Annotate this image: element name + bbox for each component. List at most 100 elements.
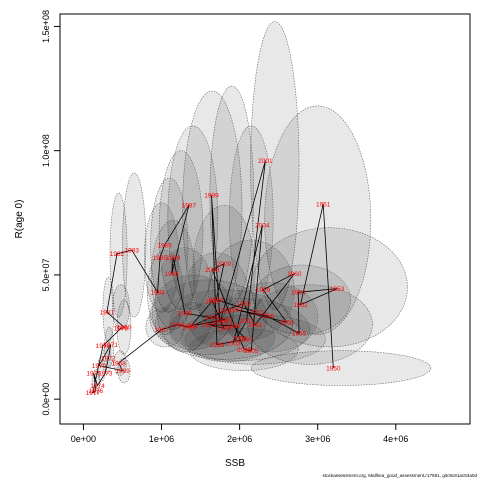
confidence-ellipse-34 bbox=[102, 277, 115, 343]
year-label-1997: 1997 bbox=[239, 337, 254, 344]
x-tick-label: 4e+06 bbox=[383, 434, 408, 444]
confidence-ellipse-19 bbox=[151, 274, 234, 350]
year-label-1973: 1973 bbox=[98, 370, 113, 377]
year-label-1956: 1956 bbox=[260, 313, 275, 320]
confidence-ellipse-13 bbox=[122, 172, 147, 318]
year-label-1951: 1951 bbox=[316, 201, 331, 208]
year-label-1965: 1965 bbox=[182, 324, 197, 331]
x-tick-label: 3e+06 bbox=[305, 434, 330, 444]
year-label-1961: 1961 bbox=[248, 322, 263, 329]
confidence-ellipse-14 bbox=[109, 192, 128, 318]
year-label-1980: 1980 bbox=[117, 324, 132, 331]
year-label-1994: 1994 bbox=[217, 326, 232, 333]
year-label-1976: 1976 bbox=[89, 388, 104, 395]
trajectory-line bbox=[92, 160, 338, 394]
year-label-1955: 1955 bbox=[292, 331, 307, 338]
year-label-2003: 2003 bbox=[226, 341, 241, 348]
year-label-1964: 1964 bbox=[205, 315, 220, 322]
footer-credit: stockassessment.org, Mallhea_good_assess… bbox=[323, 473, 478, 478]
year-label-1971: 1971 bbox=[104, 342, 119, 349]
year-label-1950: 1950 bbox=[326, 365, 341, 372]
year-label-2010: 2010 bbox=[209, 297, 224, 304]
year-labels: 1950 1951 1952 1953 1954 1955 1956 1957 1958 1959… bbox=[86, 158, 345, 397]
confidence-ellipse-22 bbox=[169, 298, 311, 362]
confidence-ellipse-28 bbox=[223, 282, 319, 353]
year-label-1981: 1981 bbox=[100, 310, 115, 317]
year-label-1991: 1991 bbox=[218, 317, 233, 324]
confidence-ellipse-4 bbox=[250, 227, 408, 348]
year-label-1960: 1960 bbox=[287, 271, 302, 278]
year-label-1963: 1963 bbox=[217, 308, 232, 315]
confidence-ellipse-24 bbox=[188, 328, 299, 371]
year-label-1987: 1987 bbox=[182, 203, 197, 210]
confidence-ellipses bbox=[91, 21, 432, 395]
year-label-2001: 2001 bbox=[258, 158, 273, 165]
year-label-1978: 1978 bbox=[96, 343, 111, 350]
year-label-2009: 2009 bbox=[217, 261, 232, 268]
year-label-1992: 1992 bbox=[184, 323, 199, 330]
year-label-2011: 2011 bbox=[250, 310, 264, 317]
y-axis: 0.0e+00 5.0e+07 1.0e+08 1.5e+08 bbox=[41, 10, 61, 416]
confidence-ellipse-33 bbox=[112, 284, 130, 330]
year-label-1957: 1957 bbox=[228, 307, 243, 314]
year-label-1968: 1968 bbox=[111, 360, 126, 367]
x-axis: 0e+00 1e+06 2e+06 3e+06 4e+06 bbox=[71, 423, 408, 444]
year-label-1954: 1954 bbox=[291, 290, 306, 297]
year-label-1967: 1967 bbox=[154, 327, 169, 334]
year-label-1952: 1952 bbox=[293, 302, 308, 309]
confidence-ellipse-26 bbox=[192, 204, 256, 335]
y-tick-label: 5.0e+07 bbox=[41, 259, 51, 292]
year-label-1985: 1985 bbox=[153, 255, 168, 262]
y-axis-title: R(age 0) bbox=[14, 200, 25, 239]
year-label-1970: 1970 bbox=[92, 363, 107, 370]
confidence-ellipse-10 bbox=[167, 125, 219, 311]
year-label-1993: 1993 bbox=[205, 298, 220, 305]
confidence-ellipse-6 bbox=[247, 284, 373, 365]
confidence-ellipse-1 bbox=[250, 21, 300, 311]
year-label-1984: 1984 bbox=[150, 290, 165, 297]
x-tick-label: 2e+06 bbox=[227, 434, 252, 444]
year-label-2008: 2008 bbox=[205, 267, 220, 274]
year-label-2005: 2005 bbox=[244, 348, 259, 355]
year-label-1975: 1975 bbox=[86, 370, 101, 377]
year-label-1966: 1966 bbox=[170, 322, 185, 329]
year-label-1983: 1983 bbox=[125, 247, 140, 254]
y-tick-label: 0.0e+00 bbox=[41, 383, 51, 416]
y-tick-label: 1.5e+08 bbox=[41, 10, 51, 43]
confidence-ellipse-18 bbox=[155, 247, 216, 353]
year-label-2007: 2007 bbox=[232, 336, 247, 343]
year-label-1986: 1986 bbox=[157, 242, 172, 249]
year-label-1988: 1988 bbox=[164, 271, 179, 278]
year-label-2004: 2004 bbox=[255, 223, 270, 230]
year-label-1996: 1996 bbox=[226, 323, 241, 330]
year-label-1958: 1958 bbox=[279, 319, 294, 326]
confidence-ellipse-21 bbox=[155, 289, 293, 360]
year-label-1989: 1989 bbox=[166, 255, 181, 262]
year-label-1962: 1962 bbox=[236, 301, 251, 308]
year-label-1974: 1974 bbox=[90, 383, 105, 390]
year-label-2002: 2002 bbox=[239, 318, 254, 325]
year-label-1977: 1977 bbox=[86, 390, 101, 397]
x-tick-label: 1e+06 bbox=[149, 434, 174, 444]
x-tick-label: 0e+00 bbox=[71, 434, 96, 444]
x-axis-title: SSB bbox=[225, 458, 245, 469]
confidence-ellipse-39 bbox=[117, 357, 131, 384]
confidence-ellipse-12 bbox=[150, 177, 189, 313]
year-label-1972: 1972 bbox=[101, 356, 116, 363]
confidence-ellipse-31 bbox=[145, 306, 186, 348]
year-label-2006: 2006 bbox=[237, 347, 252, 354]
year-label-1982: 1982 bbox=[110, 251, 125, 258]
year-label-1969: 1969 bbox=[115, 368, 130, 375]
year-label-1959: 1959 bbox=[256, 287, 271, 294]
recruitment-trajectory bbox=[92, 160, 338, 394]
year-label-1953: 1953 bbox=[330, 286, 345, 293]
year-label-1998: 1998 bbox=[210, 342, 225, 349]
confidence-ellipse-3 bbox=[251, 350, 432, 386]
year-label-1999: 1999 bbox=[204, 193, 219, 200]
year-label-1995: 1995 bbox=[201, 322, 216, 329]
year-label-2000: 2000 bbox=[213, 319, 228, 326]
confidence-ellipse-11 bbox=[158, 150, 204, 310]
y-tick-label: 1.0e+08 bbox=[41, 134, 51, 167]
year-label-1979: 1979 bbox=[114, 326, 129, 333]
